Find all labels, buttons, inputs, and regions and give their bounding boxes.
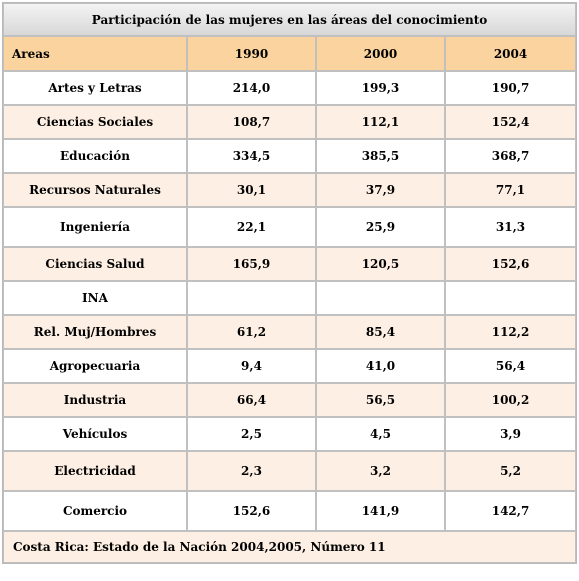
table-row: Comercio 152,6 141,9 142,7 xyxy=(3,491,577,531)
cell-area: Electricidad xyxy=(3,451,187,491)
cell-area: Industria xyxy=(3,383,187,417)
cell-1990 xyxy=(187,281,316,315)
cell-area: Educación xyxy=(3,139,187,173)
table-row: Industria 66,4 56,5 100,2 xyxy=(3,383,577,417)
cell-1990: 9,4 xyxy=(187,349,316,383)
cell-area: Vehículos xyxy=(3,417,187,451)
column-header-1990: 1990 xyxy=(187,36,316,71)
cell-2000: 120,5 xyxy=(316,247,445,281)
cell-1990: 152,6 xyxy=(187,491,316,531)
cell-area: Ciencias Salud xyxy=(3,247,187,281)
table-row: Educación 334,5 385,5 368,7 xyxy=(3,139,577,173)
cell-2000: 112,1 xyxy=(316,105,445,139)
cell-area: Comercio xyxy=(3,491,187,531)
cell-2000: 385,5 xyxy=(316,139,445,173)
cell-area: INA xyxy=(3,281,187,315)
cell-1990: 30,1 xyxy=(187,173,316,207)
header-row: Areas 1990 2000 2004 xyxy=(3,36,577,71)
cell-2000 xyxy=(316,281,445,315)
cell-2000: 199,3 xyxy=(316,71,445,105)
cell-2004: 77,1 xyxy=(445,173,577,207)
cell-1990: 61,2 xyxy=(187,315,316,349)
cell-2004 xyxy=(445,281,577,315)
cell-1990: 66,4 xyxy=(187,383,316,417)
table-row: INA xyxy=(3,281,577,315)
source-note: Costa Rica: Estado de la Nación 2004,200… xyxy=(3,531,577,563)
cell-area: Recursos Naturales xyxy=(3,173,187,207)
cell-1990: 214,0 xyxy=(187,71,316,105)
cell-2004: 31,3 xyxy=(445,207,577,247)
table-container: Participación de las mujeres en las área… xyxy=(2,2,578,564)
cell-2000: 25,9 xyxy=(316,207,445,247)
cell-2000: 37,9 xyxy=(316,173,445,207)
cell-2004: 100,2 xyxy=(445,383,577,417)
cell-2000: 41,0 xyxy=(316,349,445,383)
cell-2000: 85,4 xyxy=(316,315,445,349)
column-header-2000: 2000 xyxy=(316,36,445,71)
cell-2000: 4,5 xyxy=(316,417,445,451)
cell-2004: 142,7 xyxy=(445,491,577,531)
cell-1990: 165,9 xyxy=(187,247,316,281)
cell-1990: 22,1 xyxy=(187,207,316,247)
table-row: Vehículos 2,5 4,5 3,9 xyxy=(3,417,577,451)
cell-area: Ciencias Sociales xyxy=(3,105,187,139)
cell-1990: 2,3 xyxy=(187,451,316,491)
table-row: Ciencias Sociales 108,7 112,1 152,4 xyxy=(3,105,577,139)
table-row: Recursos Naturales 30,1 37,9 77,1 xyxy=(3,173,577,207)
data-table: Participación de las mujeres en las área… xyxy=(2,2,578,564)
cell-area: Agropecuaria xyxy=(3,349,187,383)
cell-2004: 3,9 xyxy=(445,417,577,451)
column-header-2004: 2004 xyxy=(445,36,577,71)
cell-1990: 2,5 xyxy=(187,417,316,451)
cell-area: Ingeniería xyxy=(3,207,187,247)
cell-2004: 112,2 xyxy=(445,315,577,349)
cell-2004: 152,4 xyxy=(445,105,577,139)
cell-1990: 334,5 xyxy=(187,139,316,173)
cell-2004: 368,7 xyxy=(445,139,577,173)
table-row: Ciencias Salud 165,9 120,5 152,6 xyxy=(3,247,577,281)
table-row: Rel. Muj/Hombres 61,2 85,4 112,2 xyxy=(3,315,577,349)
table-row: Ingeniería 22,1 25,9 31,3 xyxy=(3,207,577,247)
cell-2004: 190,7 xyxy=(445,71,577,105)
cell-2000: 56,5 xyxy=(316,383,445,417)
table-row: Agropecuaria 9,4 41,0 56,4 xyxy=(3,349,577,383)
cell-2004: 5,2 xyxy=(445,451,577,491)
source-row: Costa Rica: Estado de la Nación 2004,200… xyxy=(3,531,577,563)
cell-1990: 108,7 xyxy=(187,105,316,139)
cell-2004: 152,6 xyxy=(445,247,577,281)
cell-2004: 56,4 xyxy=(445,349,577,383)
cell-2000: 3,2 xyxy=(316,451,445,491)
table-row: Artes y Letras 214,0 199,3 190,7 xyxy=(3,71,577,105)
cell-area: Artes y Letras xyxy=(3,71,187,105)
cell-2000: 141,9 xyxy=(316,491,445,531)
cell-area: Rel. Muj/Hombres xyxy=(3,315,187,349)
table-row: Electricidad 2,3 3,2 5,2 xyxy=(3,451,577,491)
table-title: Participación de las mujeres en las área… xyxy=(3,3,577,36)
column-header-areas: Areas xyxy=(3,36,187,71)
